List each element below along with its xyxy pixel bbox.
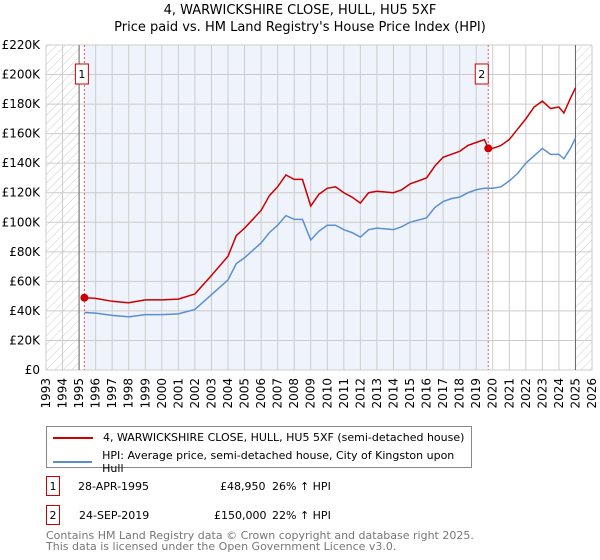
x-tick-label: 2025	[568, 378, 582, 409]
owned-period-shade	[84, 45, 489, 370]
post-data-hatch	[575, 45, 592, 370]
chart-title: 4, WARWICKSHIRE CLOSE, HULL, HU5 5XF	[163, 3, 437, 18]
y-tick-label: £220K	[2, 38, 42, 52]
x-tick-label: 2020	[486, 378, 500, 409]
x-tick-label: 2016	[420, 378, 434, 409]
annotation-label: 1	[78, 68, 85, 81]
x-tick-label: 2010	[320, 378, 334, 409]
y-tick-label: £0	[25, 363, 40, 377]
y-tick-label: £40K	[9, 304, 41, 318]
x-tick-label: 2021	[502, 378, 516, 409]
sale-row-1: 1 28-APR-1995 £48,950 26% ↑ HPI	[46, 476, 446, 496]
sale-date: 28-APR-1995	[78, 480, 150, 493]
x-tick-label: 2018	[453, 378, 467, 409]
y-tick-label: £160K	[2, 127, 42, 141]
sale-point	[484, 144, 493, 153]
x-tick-label: 2007	[271, 378, 285, 409]
y-tick-label: £60K	[9, 274, 41, 288]
x-tick-label: 2012	[353, 378, 367, 409]
x-tick-label: 2011	[337, 378, 351, 409]
x-tick-label: 2022	[519, 378, 533, 409]
plot-area: 1993 1994 1995 1996 1997 1998 1999 2000 2001 2002…	[2, 38, 599, 409]
y-tick-label: £200K	[2, 68, 42, 82]
x-tick-label: 1997	[105, 378, 119, 409]
x-tick-label: 2002	[188, 378, 202, 409]
sale-point	[80, 293, 89, 302]
x-tick-label: 2013	[370, 378, 384, 409]
x-tick-label: 2017	[436, 378, 450, 409]
annotation-box	[74, 63, 89, 85]
footer: Contains HM Land Registry data © Crown c…	[46, 530, 474, 552]
x-tick-label: 2026	[585, 378, 599, 409]
sale-date: 24-SEP-2019	[79, 509, 150, 522]
legend-label-property: 4, WARWICKSHIRE CLOSE, HULL, HU5 5XF (se…	[103, 431, 465, 444]
y-tick-label: £80K	[9, 245, 41, 259]
sale-price: £48,950	[220, 480, 266, 493]
x-tick-label: 1995	[72, 378, 86, 409]
y-tick-label: £20K	[9, 333, 41, 347]
x-tick-label: 1996	[89, 378, 103, 409]
x-tick-label: 2001	[171, 378, 185, 409]
sale-hpi: 26% ↑ HPI	[272, 480, 331, 493]
y-tick-label: £180K	[2, 97, 42, 111]
x-tick-label: 2006	[254, 378, 268, 409]
y-tick-label: £140K	[2, 156, 42, 170]
x-tick-label: 1994	[56, 378, 70, 409]
sale-hpi: 22% ↑ HPI	[272, 509, 331, 522]
footer-line-1: Contains HM Land Registry data © Crown c…	[46, 529, 474, 542]
sale-price: £150,000	[214, 509, 267, 522]
legend: 4, WARWICKSHIRE CLOSE, HULL, HU5 5XF (se…	[46, 426, 472, 475]
annotation-label: 2	[478, 68, 485, 81]
legend-label-hpi: HPI: Average price, semi-detached house,…	[102, 449, 455, 475]
x-tick-label: 2019	[469, 378, 483, 409]
x-tick-label: 2004	[221, 378, 235, 409]
legend-swatch-red	[53, 436, 93, 439]
y-tick-label: £120K	[2, 186, 42, 200]
x-tick-label: 2000	[155, 378, 169, 409]
legend-swatch-blue	[53, 461, 93, 463]
x-tick-label: 2008	[287, 378, 301, 409]
x-tick-label: 2024	[552, 378, 566, 409]
chart-subtitle: Price paid vs. HM Land Registry's House …	[114, 20, 486, 35]
price-paid-line	[84, 87, 577, 304]
x-tick-label: 1993	[39, 378, 53, 409]
x-tick-label: 2005	[238, 378, 252, 409]
x-tick-label: 1998	[122, 378, 136, 409]
x-tick-label: 2014	[386, 378, 400, 409]
hpi-line	[84, 137, 577, 318]
x-tick-label: 2023	[535, 378, 549, 409]
x-tick-label: 2015	[403, 378, 417, 409]
annotation-box	[474, 63, 489, 85]
y-tick-label: £100K	[2, 215, 42, 229]
x-tick-label: 2003	[204, 378, 218, 409]
sale-row-2: 2 24-SEP-2019 £150,000 22% ↑ HPI	[46, 505, 446, 525]
footer-line-2: This data is licensed under the Open Gov…	[46, 540, 397, 553]
sale-badge: 2	[46, 505, 60, 525]
sale-badge: 1	[46, 476, 60, 496]
x-tick-label: 1999	[138, 378, 152, 409]
x-tick-label: 2009	[304, 378, 318, 409]
